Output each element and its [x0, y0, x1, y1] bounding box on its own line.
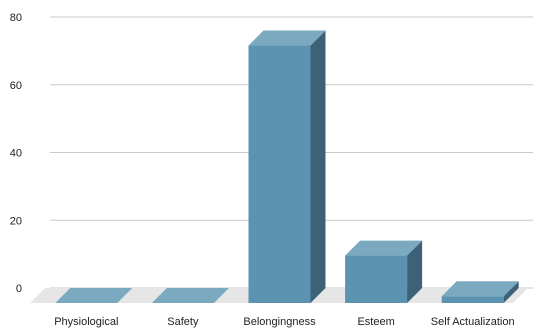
- bar-top: [248, 30, 326, 46]
- y-tick-label: 40: [10, 148, 22, 160]
- bar-self-actualization: [441, 281, 519, 303]
- y-axis-ticks: 0 20 40 60 80: [10, 12, 22, 295]
- bar-front: [441, 296, 504, 303]
- y-tick-label: 60: [10, 80, 22, 92]
- bar-belongingness: [248, 30, 326, 304]
- bar-top: [345, 240, 423, 256]
- bar-top: [441, 281, 519, 297]
- bar-side: [310, 30, 326, 304]
- bar-front: [345, 255, 408, 303]
- x-axis-labels: Physiological Safety Belongingness Esteem Se…: [54, 316, 514, 328]
- bar-side: [503, 281, 519, 303]
- bar-esteem: [345, 240, 423, 303]
- x-category-label: Self Actualization: [431, 316, 515, 328]
- y-tick-label: 80: [10, 12, 22, 24]
- bar-safety: [151, 288, 229, 303]
- x-category-label: Physiological: [54, 316, 118, 328]
- bar-top: [55, 288, 133, 303]
- x-category-label: Safety: [167, 316, 199, 328]
- bar-side: [407, 240, 423, 303]
- y-tick-label: 0: [16, 283, 22, 295]
- x-category-label: Esteem: [357, 316, 394, 328]
- x-category-label: Belongingness: [243, 316, 316, 328]
- bar-top: [151, 288, 229, 303]
- y-tick-label: 20: [10, 215, 22, 227]
- bar-front: [248, 45, 311, 304]
- bar-physiological: [55, 288, 133, 303]
- bars: [55, 30, 519, 304]
